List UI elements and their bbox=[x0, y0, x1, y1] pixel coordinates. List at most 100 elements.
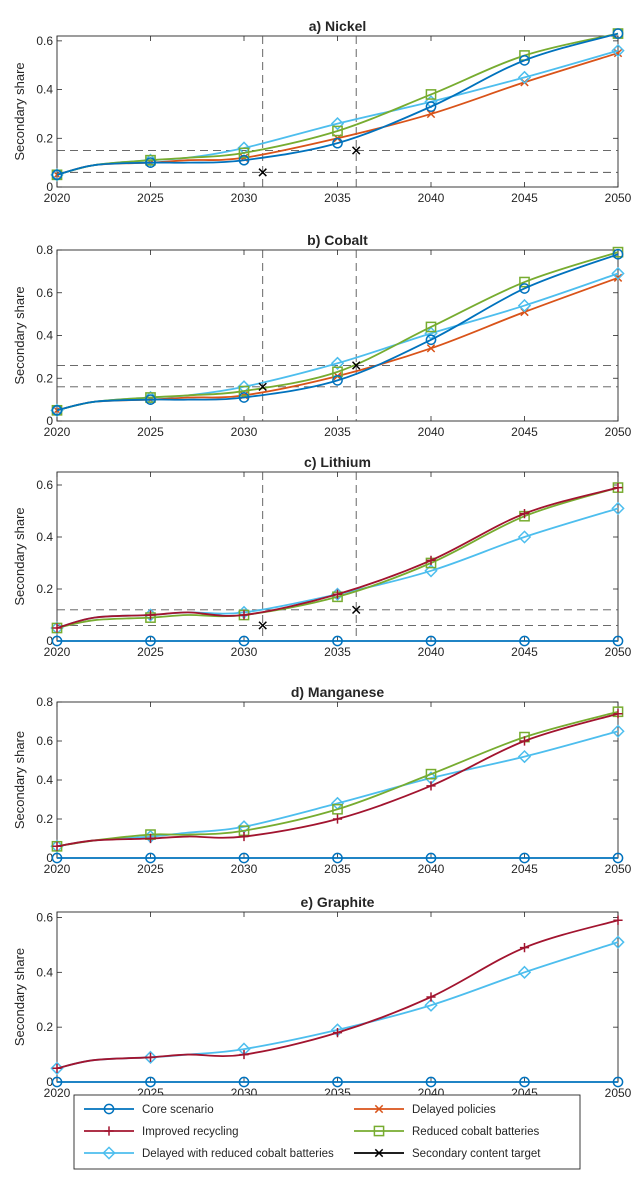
panel-title: a) Nickel bbox=[309, 18, 367, 34]
y-tick-label: 0.2 bbox=[36, 371, 53, 385]
data-point bbox=[612, 852, 624, 864]
series-core-scenario bbox=[51, 1076, 624, 1088]
y-tick-label: 0.6 bbox=[36, 910, 53, 924]
legend-marker bbox=[104, 1126, 114, 1136]
legend-entry-delayed-with-reduced-cobalt-batteries: Delayed with reduced cobalt batteries bbox=[84, 1146, 334, 1160]
data-point bbox=[613, 273, 623, 282]
data-point bbox=[330, 117, 345, 131]
data-point bbox=[51, 169, 63, 181]
y-tick-label: 0.8 bbox=[36, 243, 53, 257]
target-point bbox=[258, 168, 267, 177]
data-point bbox=[145, 157, 156, 168]
data-point bbox=[425, 768, 437, 780]
data-point bbox=[332, 1028, 343, 1038]
data-point bbox=[519, 276, 530, 288]
data-point bbox=[425, 101, 437, 112]
panel-4: 2020 2025 2030 2035 2040 2045 2050 0 0.2 0.4 0.6 0.… bbox=[12, 684, 632, 876]
data-point bbox=[612, 248, 624, 260]
legend-label: Delayed with reduced cobalt batteries bbox=[142, 1148, 334, 1160]
data-point bbox=[50, 1061, 64, 1075]
data-point bbox=[612, 1076, 624, 1088]
x-tick-label: 2030 bbox=[231, 645, 258, 659]
x-tick-label: 2020 bbox=[44, 191, 71, 205]
data-point bbox=[611, 501, 625, 516]
data-point bbox=[145, 1076, 156, 1088]
x-tick-label: 2050 bbox=[605, 645, 632, 659]
data-point bbox=[425, 321, 437, 333]
x-tick-label: 2035 bbox=[324, 862, 351, 876]
series-line bbox=[56, 710, 619, 848]
series-secondary-content-target bbox=[258, 146, 361, 177]
series-line bbox=[56, 32, 619, 176]
data-point bbox=[52, 841, 62, 851]
legend-entry-secondary-content-target: Secondary content target bbox=[354, 1148, 541, 1160]
data-point bbox=[425, 89, 437, 100]
data-point bbox=[332, 1076, 343, 1088]
x-tick-label: 2040 bbox=[418, 645, 445, 659]
data-point bbox=[51, 404, 63, 416]
legend-entry-core-scenario: Core scenario bbox=[84, 1103, 214, 1116]
data-point bbox=[611, 724, 625, 738]
data-point bbox=[238, 852, 250, 864]
x-tick-label: 2050 bbox=[605, 862, 632, 876]
x-tick-label: 2050 bbox=[605, 425, 632, 439]
data-point bbox=[613, 483, 623, 493]
legend-entry-delayed-policies: Delayed policies bbox=[354, 1104, 496, 1116]
plot-area bbox=[56, 911, 619, 1083]
data-point bbox=[51, 1076, 63, 1088]
y-tick-label: 0.2 bbox=[36, 131, 53, 145]
series-improved-recycling bbox=[52, 709, 623, 851]
x-tick-label: 2045 bbox=[511, 862, 538, 876]
data-point bbox=[611, 935, 625, 949]
data-point bbox=[424, 998, 438, 1012]
data-point bbox=[52, 1063, 62, 1073]
series-core-scenario bbox=[51, 28, 624, 181]
data-point bbox=[239, 831, 249, 842]
legend-label: Reduced cobalt batteries bbox=[412, 1126, 539, 1138]
plot-area bbox=[56, 249, 619, 422]
legend-marker bbox=[374, 1148, 384, 1158]
data-point bbox=[425, 852, 437, 864]
data-point bbox=[330, 356, 345, 370]
x-tick-label: 2045 bbox=[511, 191, 538, 205]
y-tick-label: 0.6 bbox=[36, 34, 53, 48]
data-point bbox=[145, 852, 156, 864]
y-axis-label: Secondary share bbox=[12, 507, 27, 605]
x-tick-label: 2040 bbox=[418, 191, 445, 205]
data-point bbox=[332, 589, 343, 599]
data-point bbox=[517, 530, 532, 544]
y-tick-label: 0.6 bbox=[36, 286, 53, 300]
data-point bbox=[426, 992, 436, 1002]
panel-title: e) Graphite bbox=[301, 894, 375, 910]
data-point bbox=[238, 154, 250, 166]
series-core-scenario bbox=[51, 248, 624, 416]
series-secondary-content-target bbox=[258, 361, 361, 392]
series-line bbox=[56, 253, 619, 412]
y-tick-label: 0 bbox=[46, 1075, 53, 1089]
data-point bbox=[611, 266, 625, 281]
legend-marker bbox=[373, 1125, 385, 1137]
x-tick-label: 2045 bbox=[511, 645, 538, 659]
data-point bbox=[145, 833, 156, 844]
data-point bbox=[519, 943, 530, 953]
x-tick-label: 2030 bbox=[231, 425, 258, 439]
target-point bbox=[258, 382, 267, 392]
data-point bbox=[332, 137, 343, 149]
data-point bbox=[50, 839, 64, 853]
x-tick-label: 2025 bbox=[137, 645, 164, 659]
data-point bbox=[238, 147, 250, 159]
legend-label: Core scenario bbox=[142, 1104, 214, 1116]
panel-5: 2020 2025 2030 2035 2040 2045 205000.20.40.6e)… bbox=[12, 894, 632, 1100]
data-point bbox=[238, 635, 250, 647]
data-point bbox=[517, 749, 532, 764]
legend-label: Improved recycling bbox=[142, 1126, 239, 1138]
x-tick-label: 2035 bbox=[324, 191, 351, 205]
x-tick-label: 2020 bbox=[44, 645, 71, 659]
x-tick-label: 2035 bbox=[324, 425, 351, 439]
data-point bbox=[143, 153, 158, 167]
series-line bbox=[56, 919, 619, 1070]
data-point bbox=[145, 394, 156, 405]
y-tick-label: 0.4 bbox=[36, 965, 53, 979]
series-improved-recycling bbox=[52, 483, 623, 633]
